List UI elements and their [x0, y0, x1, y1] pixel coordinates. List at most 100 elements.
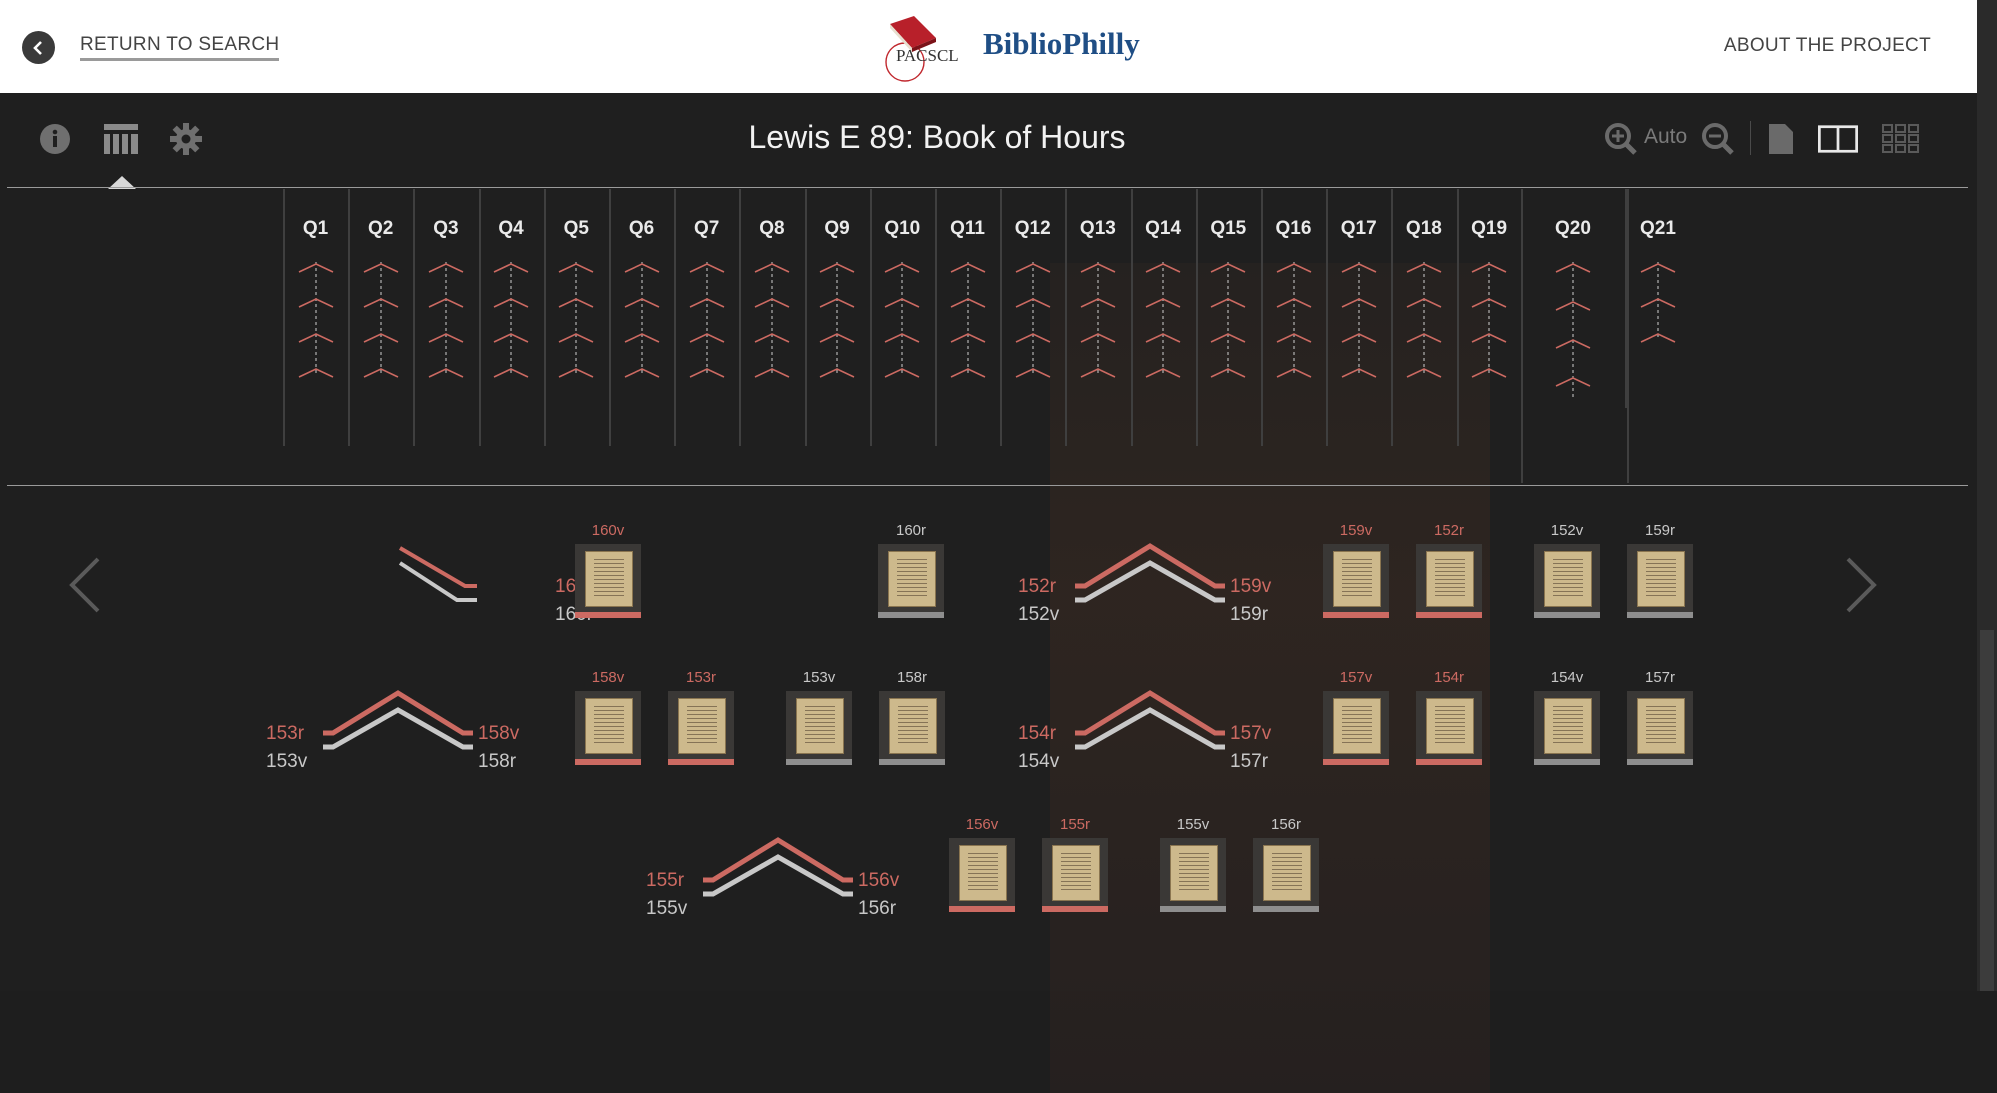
quire-fold-diagram	[1075, 543, 1225, 603]
page-thumbnail[interactable]	[1416, 544, 1482, 618]
page-thumbnail[interactable]	[1627, 544, 1693, 618]
quire-label: Q2	[368, 218, 394, 239]
page-thumbnail[interactable]	[575, 691, 641, 765]
quire-label: Q4	[498, 218, 524, 239]
quire-column-q13[interactable]	[1065, 189, 1132, 446]
quire-column-q6[interactable]	[609, 189, 676, 446]
leaf-label-right-recto: 156v	[858, 870, 900, 891]
page-thumbnail[interactable]	[575, 544, 641, 618]
thumbnail-label: 156v	[965, 816, 999, 833]
page-thumbnail[interactable]	[1627, 691, 1693, 765]
page-thumbnail[interactable]	[786, 691, 852, 765]
quire-column-q18[interactable]	[1391, 189, 1458, 446]
thumbnail-color-bar	[575, 759, 641, 765]
quire-strip-bottom-border	[7, 485, 1968, 486]
page-thumbnail[interactable]	[1534, 544, 1600, 618]
quire-column-q9[interactable]	[804, 189, 872, 446]
thumbnail-color-bar	[1160, 906, 1226, 912]
quire-column-q21[interactable]	[1625, 189, 1693, 408]
quire-column-q4[interactable]	[478, 189, 546, 446]
thumbnail-label: 152v	[1550, 522, 1584, 539]
quire-column-q20[interactable]	[1521, 189, 1629, 483]
quire-column-q1[interactable]	[283, 189, 350, 446]
quire-column-q14[interactable]	[1130, 189, 1198, 446]
active-tab-pointer	[108, 176, 136, 189]
quire-label: Q16	[1275, 218, 1312, 239]
quire-fold-diagram	[398, 546, 477, 602]
chevron-left-icon	[69, 557, 100, 613]
quire-column-q19[interactable]	[1456, 189, 1524, 446]
collation-grid-button[interactable]	[101, 119, 141, 159]
thumbnail-color-bar	[878, 612, 944, 618]
page-thumbnail[interactable]	[1253, 838, 1319, 912]
page-scrollbar[interactable]	[1977, 0, 1997, 991]
site-logo[interactable]: PACSCL	[878, 12, 1148, 82]
page-thumbnail[interactable]	[1042, 838, 1108, 912]
quire-column-q11[interactable]	[935, 189, 1002, 446]
quire-mini-diagram	[1015, 262, 1051, 378]
thumbnail-label: 158v	[591, 669, 625, 686]
thumbnail-color-bar	[879, 759, 945, 765]
thumbnail-color-bar	[1253, 906, 1319, 912]
page-thumbnail[interactable]	[1160, 838, 1226, 912]
quire-mini-diagram	[363, 262, 399, 378]
scrollbar-thumb[interactable]	[1980, 630, 1994, 991]
toolbar-divider	[1750, 121, 1751, 155]
zoom-in-button[interactable]	[1601, 119, 1641, 159]
quire-column-q2[interactable]	[348, 189, 415, 446]
page-thumbnail[interactable]	[1534, 691, 1600, 765]
info-button[interactable]	[35, 119, 75, 159]
about-project-link[interactable]: ABOUT THE PROJECT	[1723, 35, 1931, 56]
quire-mini-diagram	[1406, 262, 1442, 378]
page-thumbnail[interactable]	[949, 838, 1015, 912]
page-thumbnail[interactable]	[878, 544, 944, 618]
quire-label: Q6	[628, 218, 655, 239]
site-header: RETURN TO SEARCH PACSCL BiblioPhilly ABO…	[0, 0, 1977, 93]
page-thumbnail[interactable]	[1323, 544, 1389, 618]
page-thumbnail[interactable]	[1416, 691, 1482, 765]
page-image	[1544, 698, 1592, 754]
zoom-out-button[interactable]	[1698, 119, 1738, 159]
thumbnails-button[interactable]	[1881, 119, 1921, 159]
brand-title[interactable]: BiblioPhilly	[983, 26, 1140, 61]
thumbnail-color-bar	[668, 759, 734, 765]
two-page-button[interactable]	[1818, 119, 1858, 159]
quire-column-q17[interactable]	[1326, 189, 1393, 446]
quire-column-q8[interactable]	[739, 189, 806, 446]
thumbnail-color-bar	[1416, 759, 1482, 765]
previous-quire-button[interactable]	[66, 555, 102, 620]
thumbnail-label: 158r	[896, 669, 928, 686]
quire-label: Q17	[1340, 218, 1377, 239]
collation-viewer: Lewis E 89: Book of Hours Auto Q1 Q2 Q3 Q4 Q…	[0, 93, 1977, 1093]
quire-column-q16[interactable]	[1261, 189, 1328, 446]
thumbnail-label: 159v	[1339, 522, 1373, 539]
page-thumbnail[interactable]	[668, 691, 734, 765]
page-thumbnail[interactable]	[879, 691, 945, 765]
quire-column-q5[interactable]	[543, 189, 611, 446]
quire-column-q12[interactable]	[1000, 189, 1067, 446]
back-button[interactable]	[22, 31, 55, 64]
thumbnail-label: 159r	[1644, 522, 1676, 539]
page-image	[1426, 698, 1474, 754]
thumbnail-color-bar	[786, 759, 852, 765]
quire-column-q3[interactable]	[413, 189, 480, 446]
quire-mini-diagram	[950, 262, 985, 378]
leaf-label-left-verso: 153v	[266, 751, 308, 772]
settings-button[interactable]	[166, 119, 206, 159]
background-manuscript-image	[1050, 263, 1490, 1093]
quire-label: Q18	[1405, 218, 1442, 239]
quire-column-q10[interactable]	[869, 189, 937, 446]
page-image	[1263, 845, 1311, 901]
leaf-label-left-recto: 152r	[1018, 576, 1057, 597]
thumbnail-label: 153r	[685, 669, 717, 686]
leaf-label-left-verso: 155v	[646, 898, 688, 919]
quire-column-q7[interactable]	[674, 189, 741, 446]
quire-label: Q3	[433, 218, 459, 239]
quire-column-q15[interactable]	[1195, 189, 1263, 446]
return-to-search-link[interactable]: RETURN TO SEARCH	[80, 34, 280, 61]
single-page-button[interactable]	[1761, 119, 1801, 159]
leaf-label-left-recto: 155r	[646, 870, 685, 891]
page-thumbnail[interactable]	[1323, 691, 1389, 765]
quire-mini-diagram	[1210, 262, 1246, 378]
next-quire-button[interactable]	[1844, 555, 1880, 620]
